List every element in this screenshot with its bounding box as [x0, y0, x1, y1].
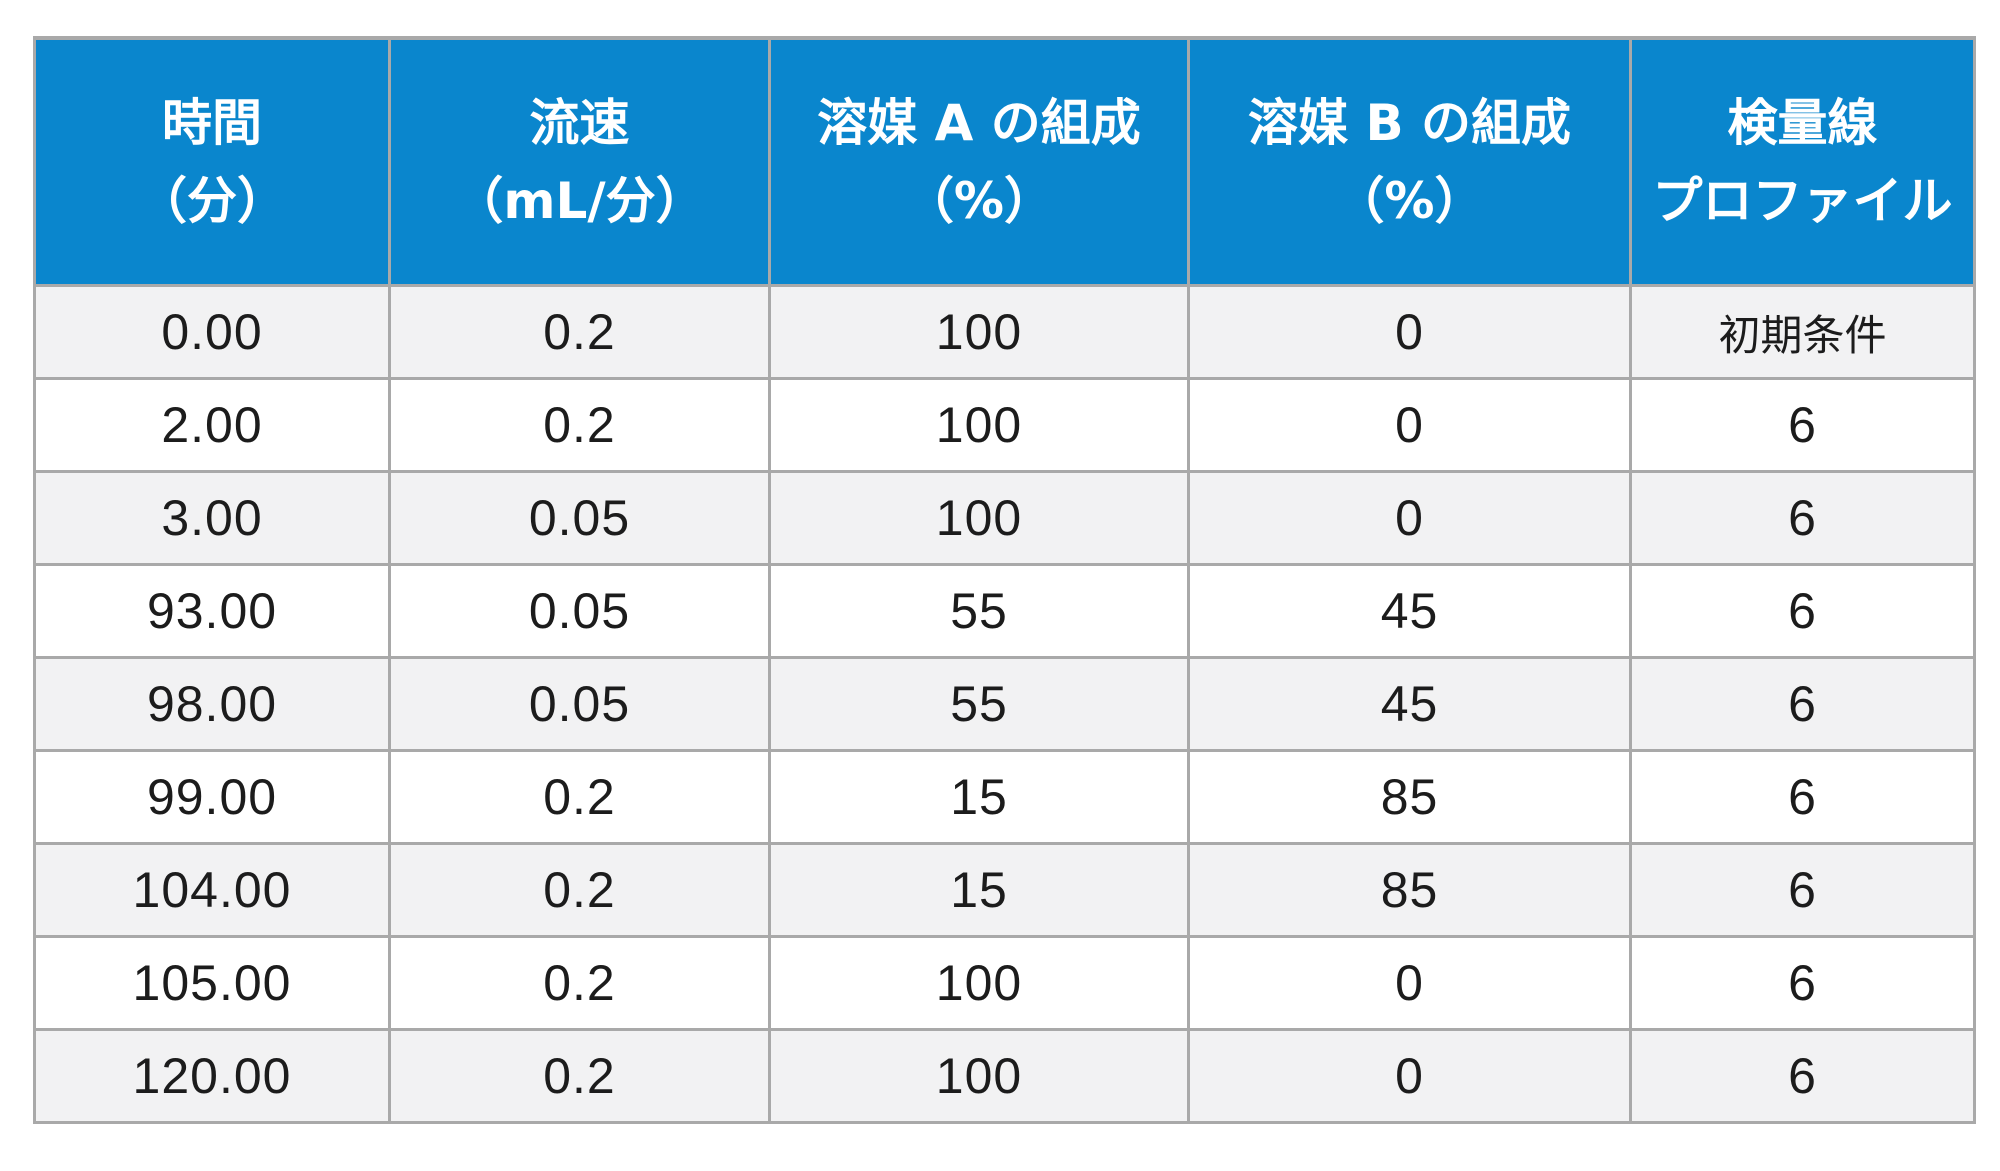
- cell-flow-rate: 0.05: [388, 656, 771, 752]
- cell-solvent-a: 15: [768, 842, 1190, 938]
- header-flow-rate: 流速 （mL/分）: [388, 36, 771, 287]
- table-header: 時間 （分） 流速 （mL/分） 溶媒 A の組成 （%） 溶媒 B の組成 （…: [33, 36, 1976, 287]
- cell-solvent-b: 0: [1187, 1028, 1632, 1124]
- table-row: 99.00 0.2 15 85 6: [33, 749, 1976, 845]
- header-flow-rate-label: 流速: [529, 94, 630, 152]
- cell-time: 120.00: [33, 1028, 391, 1124]
- cell-flow-rate: 0.05: [388, 563, 771, 659]
- cell-solvent-a: 15: [768, 749, 1190, 845]
- gradient-table: 時間 （分） 流速 （mL/分） 溶媒 A の組成 （%） 溶媒 B の組成 （…: [33, 36, 1976, 1124]
- cell-solvent-a: 55: [768, 563, 1190, 659]
- cell-solvent-b: 85: [1187, 842, 1632, 938]
- cell-time: 93.00: [33, 563, 391, 659]
- table-row: 105.00 0.2 100 0 6: [33, 935, 1976, 1031]
- cell-time: 104.00: [33, 842, 391, 938]
- cell-flow-rate: 0.2: [388, 935, 771, 1031]
- cell-solvent-a: 100: [768, 284, 1190, 380]
- table-row: 104.00 0.2 15 85 6: [33, 842, 1976, 938]
- header-solvent-a-label: 溶媒 A の組成: [817, 94, 1141, 152]
- cell-time: 3.00: [33, 470, 391, 566]
- header-solvent-a-unit: （%）: [903, 172, 1055, 230]
- cell-flow-rate: 0.2: [388, 1028, 771, 1124]
- cell-solvent-b: 0: [1187, 284, 1632, 380]
- cell-solvent-b: 45: [1187, 656, 1632, 752]
- cell-time: 99.00: [33, 749, 391, 845]
- cell-solvent-a: 100: [768, 470, 1190, 566]
- cell-solvent-b: 0: [1187, 470, 1632, 566]
- cell-flow-rate: 0.2: [388, 284, 771, 380]
- cell-solvent-a: 100: [768, 377, 1190, 473]
- header-solvent-a: 溶媒 A の組成 （%）: [768, 36, 1190, 287]
- table-row: 98.00 0.05 55 45 6: [33, 656, 1976, 752]
- table-row: 3.00 0.05 100 0 6: [33, 470, 1976, 566]
- cell-curve-profile: 6: [1629, 656, 1976, 752]
- header-curve-profile-label: 検量線: [1727, 94, 1878, 152]
- table-body: 0.00 0.2 100 0 初期条件 2.00 0.2 100 0 6 3.0…: [33, 284, 1976, 1124]
- header-curve-profile-unit: プロファイル: [1652, 172, 1953, 230]
- table-row: 2.00 0.2 100 0 6: [33, 377, 1976, 473]
- cell-time: 0.00: [33, 284, 391, 380]
- table-row: 93.00 0.05 55 45 6: [33, 563, 1976, 659]
- cell-time: 2.00: [33, 377, 391, 473]
- header-solvent-b-unit: （%）: [1334, 172, 1485, 230]
- cell-curve-profile: 6: [1629, 470, 1976, 566]
- cell-curve-profile: 6: [1629, 377, 1976, 473]
- cell-flow-rate: 0.2: [388, 749, 771, 845]
- cell-curve-profile: 初期条件: [1629, 284, 1976, 380]
- cell-solvent-a: 100: [768, 1028, 1190, 1124]
- gradient-table-container: 時間 （分） 流速 （mL/分） 溶媒 A の組成 （%） 溶媒 B の組成 （…: [33, 36, 1976, 1124]
- cell-curve-profile: 6: [1629, 563, 1976, 659]
- cell-solvent-b: 85: [1187, 749, 1632, 845]
- cell-solvent-b: 45: [1187, 563, 1632, 659]
- header-solvent-b: 溶媒 B の組成 （%）: [1187, 36, 1632, 287]
- cell-solvent-b: 0: [1187, 935, 1632, 1031]
- header-solvent-b-label: 溶媒 B の組成: [1248, 94, 1571, 152]
- table-row: 120.00 0.2 100 0 6: [33, 1028, 1976, 1124]
- header-row: 時間 （分） 流速 （mL/分） 溶媒 A の組成 （%） 溶媒 B の組成 （…: [33, 36, 1976, 287]
- cell-solvent-a: 100: [768, 935, 1190, 1031]
- cell-curve-profile: 6: [1629, 1028, 1976, 1124]
- cell-flow-rate: 0.2: [388, 842, 771, 938]
- cell-time: 98.00: [33, 656, 391, 752]
- cell-curve-profile: 6: [1629, 842, 1976, 938]
- header-flow-rate-unit: （mL/分）: [453, 172, 706, 230]
- cell-flow-rate: 0.05: [388, 470, 771, 566]
- header-curve-profile: 検量線 プロファイル: [1629, 36, 1976, 287]
- header-time-unit: （分）: [137, 172, 287, 230]
- cell-time: 105.00: [33, 935, 391, 1031]
- cell-curve-profile: 6: [1629, 935, 1976, 1031]
- cell-solvent-a: 55: [768, 656, 1190, 752]
- cell-solvent-b: 0: [1187, 377, 1632, 473]
- header-time-label: 時間: [162, 94, 262, 152]
- table-row: 0.00 0.2 100 0 初期条件: [33, 284, 1976, 380]
- cell-curve-profile: 6: [1629, 749, 1976, 845]
- header-time: 時間 （分）: [33, 36, 391, 287]
- cell-flow-rate: 0.2: [388, 377, 771, 473]
